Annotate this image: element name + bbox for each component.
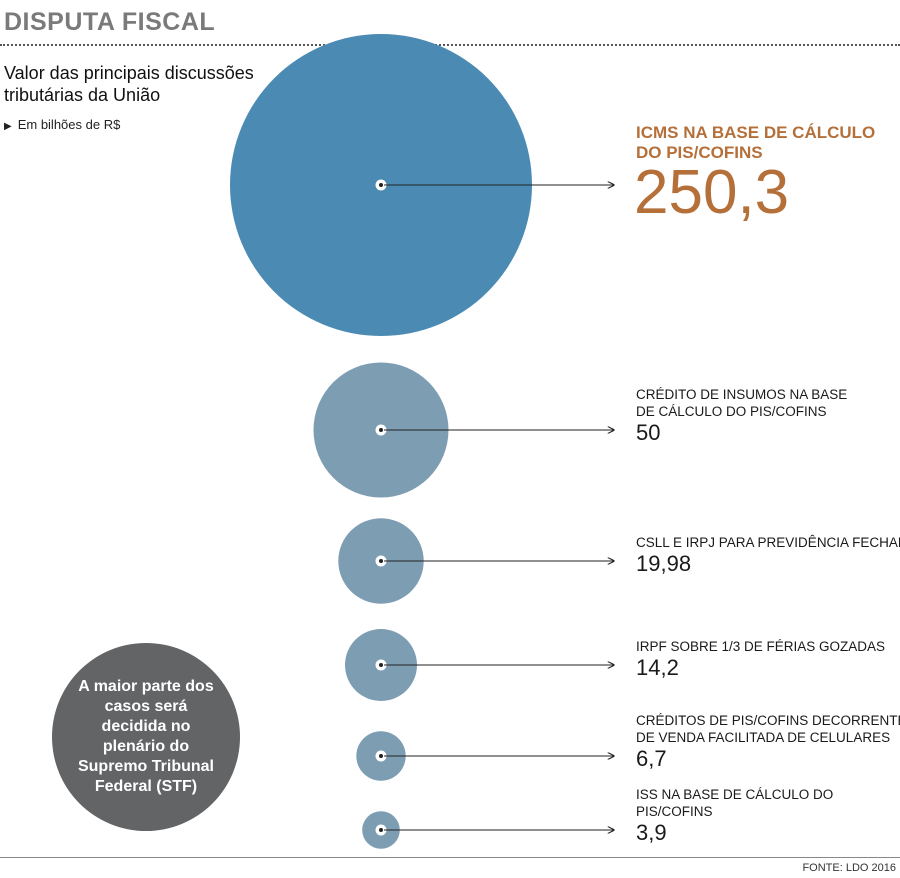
category-label-3-0: IRPF SOBRE 1/3 DE FÉRIAS GOZADAS [636, 639, 885, 654]
value-label-3: 14,2 [636, 655, 679, 680]
value-label-1: 50 [636, 420, 660, 445]
page-title: DISPUTA FISCAL [4, 8, 216, 36]
bubble-center-point-4 [379, 754, 383, 758]
triangle-icon: ▶ [4, 121, 12, 132]
category-label-5-0: ISS NA BASE DE CÁLCULO DO [636, 787, 833, 802]
category-label-2-0: CSLL E IRPJ PARA PREVIDÊNCIA FECHADA [636, 535, 900, 550]
category-label-4-1: DE VENDA FACILITADA DE CELULARES [636, 730, 890, 745]
bubble-center-point-3 [379, 663, 383, 667]
bubble-center-point-2 [379, 559, 383, 563]
callout-text: A maior parte dos casos será decidida no… [77, 678, 214, 795]
bubble-center-point-0 [379, 183, 383, 187]
value-label-4: 6,7 [636, 746, 667, 771]
bubble-center-point-5 [379, 828, 383, 832]
header-divider [0, 44, 900, 46]
category-label-1-0: CRÉDITO DE INSUMOS NA BASE [636, 387, 847, 402]
category-label-1-1: DE CÁLCULO DO PIS/COFINS [636, 404, 827, 419]
unit-label: ▶ Em bilhões de R$ [4, 117, 120, 132]
bubble-center-point-1 [379, 428, 383, 432]
callout-circle: A maior parte dos casos será decidida no… [52, 643, 240, 831]
value-label-0: 250,3 [634, 158, 789, 227]
category-label-5-1: PIS/COFINS [636, 804, 713, 819]
source-note: FONTE: LDO 2016 [802, 862, 896, 874]
category-label-0-0: ICMS NA BASE DE CÁLCULO [636, 123, 875, 142]
category-label-0-1: DO PIS/COFINS [636, 143, 763, 162]
chart-subtitle: Valor das principais discussões tributár… [4, 63, 254, 105]
value-label-2: 19,98 [636, 551, 691, 576]
unit-text: Em bilhões de R$ [17, 117, 121, 132]
footer-divider [0, 857, 900, 858]
value-label-5: 3,9 [636, 820, 667, 845]
category-label-4-0: CRÉDITOS DE PIS/COFINS DECORRENTES [636, 713, 900, 728]
